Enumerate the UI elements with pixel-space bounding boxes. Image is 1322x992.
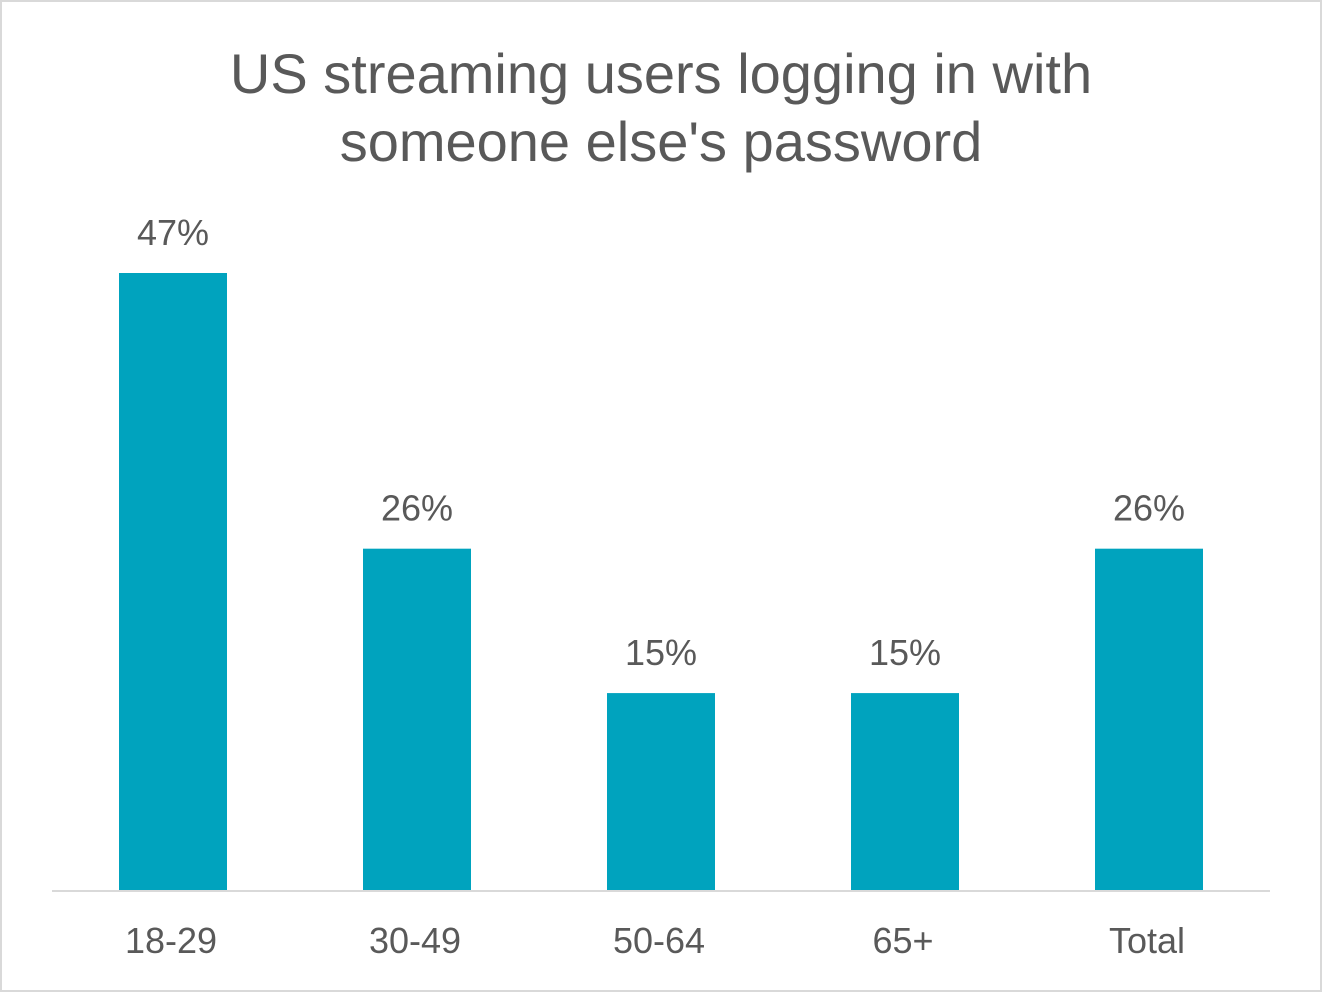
data-label: 47% bbox=[137, 212, 209, 253]
data-label: 26% bbox=[381, 488, 453, 529]
chart-title: US streaming users logging in with someo… bbox=[0, 40, 1322, 176]
bar-18-29 bbox=[119, 273, 227, 890]
bar-30-49 bbox=[363, 548, 471, 890]
data-label: 15% bbox=[625, 632, 697, 673]
data-label: 26% bbox=[1113, 488, 1185, 529]
chart-title-line-1: US streaming users logging in with bbox=[229, 42, 1093, 105]
chart-title-line-2: someone else's password bbox=[339, 110, 983, 173]
x-tick-label: 50-64 bbox=[613, 920, 705, 961]
x-tick-label: 18-29 bbox=[125, 920, 217, 961]
bar-65- bbox=[851, 693, 959, 890]
x-tick-label: 65+ bbox=[872, 920, 933, 961]
bar-50-64 bbox=[607, 693, 715, 890]
x-tick-label: Total bbox=[1109, 920, 1185, 961]
x-tick-label: 30-49 bbox=[369, 920, 461, 961]
data-label: 15% bbox=[869, 632, 941, 673]
bar-total bbox=[1095, 548, 1203, 890]
